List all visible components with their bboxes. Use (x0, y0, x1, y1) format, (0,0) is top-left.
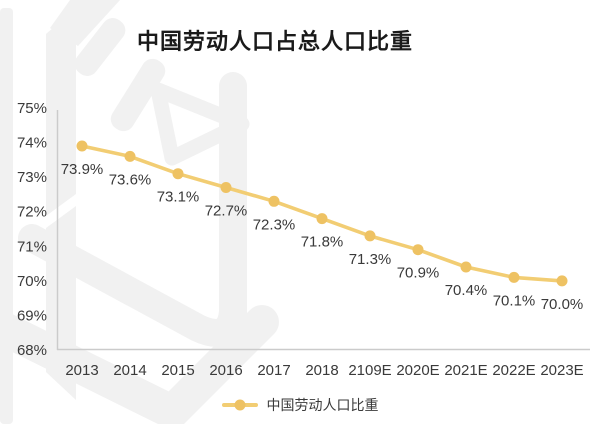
x-axis-tick-label: 2017 (257, 362, 290, 379)
y-axis-tick-label: 73% (17, 169, 47, 186)
y-axis-tick-label: 69% (17, 307, 47, 324)
x-axis-tick-label: 2014 (113, 362, 146, 379)
y-axis-tick-label: 68% (17, 342, 47, 359)
y-axis-tick-label: 70% (17, 273, 47, 290)
data-point-marker (316, 213, 328, 225)
y-axis-tick-label: 75% (17, 100, 47, 117)
data-point-marker (460, 261, 472, 273)
watermark-bar (74, 18, 126, 76)
x-axis-tick-label: 2013 (65, 362, 98, 379)
data-point-marker (556, 275, 568, 287)
data-point-label: 73.9% (61, 161, 104, 178)
x-axis-tick-label: 2022E (492, 362, 535, 379)
watermark-bar (110, 58, 166, 132)
x-axis-tick-label: 2109E (348, 362, 391, 379)
data-point-label: 71.8% (301, 234, 344, 251)
data-point-marker (412, 244, 424, 256)
x-axis-tick-label: 2016 (209, 362, 242, 379)
chart-title: 中国劳动人口占总人口比重 (136, 29, 413, 54)
x-axis-tick-label: 2023E (540, 362, 583, 379)
watermark-outline (18, 72, 247, 347)
x-axis-tick-label: 2018 (305, 362, 338, 379)
watermark-bar (50, 0, 120, 46)
y-axis-tick-label: 72% (17, 204, 47, 221)
y-axis-tick-label: 71% (17, 238, 47, 255)
data-point-label: 72.3% (253, 216, 296, 233)
data-point-label: 70.1% (493, 292, 536, 309)
data-point-marker (364, 230, 376, 242)
x-axis-tick-label: 2021E (444, 362, 487, 379)
data-point-label: 72.7% (205, 203, 248, 220)
data-point-label: 70.0% (541, 296, 584, 313)
data-point-label: 73.1% (157, 189, 200, 206)
data-point-marker (124, 150, 136, 162)
data-point-label: 73.6% (109, 171, 152, 188)
data-point-marker (220, 182, 232, 193)
data-point-marker (508, 271, 520, 283)
data-point-label: 70.9% (397, 265, 440, 282)
y-axis-tick-label: 74% (17, 135, 47, 152)
data-point-marker (76, 140, 88, 152)
watermark-triangle-icon (150, 82, 250, 166)
x-axis-tick-label: 2020E (396, 362, 439, 379)
watermark-bar (46, 20, 76, 216)
legend-line-marker-icon (221, 399, 258, 411)
data-point-label: 71.3% (349, 251, 392, 268)
legend-series-label: 中国劳动人口比重 (266, 397, 379, 413)
x-axis-tick-label: 2015 (161, 362, 194, 379)
legend: 中国劳动人口比重 (0, 395, 600, 415)
data-point-marker (268, 195, 280, 207)
data-point-label: 70.4% (445, 282, 488, 299)
watermark-outline (0, 305, 279, 424)
legend-dot-icon (234, 399, 245, 411)
data-point-marker (172, 168, 184, 180)
legend-item: 中国劳动人口比重 (221, 395, 379, 415)
